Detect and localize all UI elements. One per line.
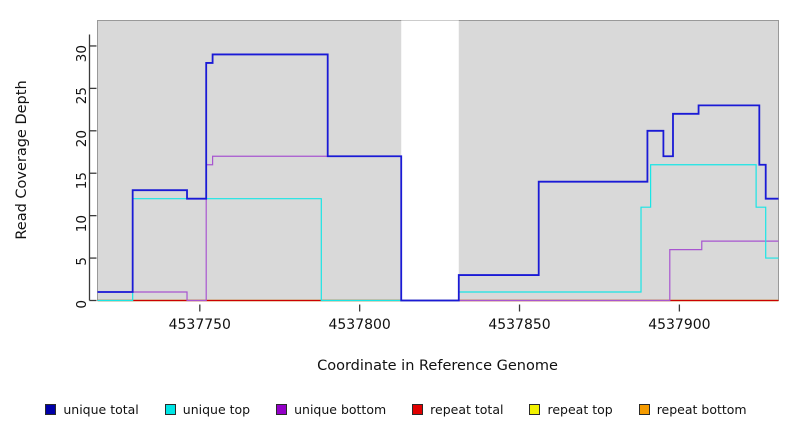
legend-swatch-icon: [638, 403, 650, 415]
legend-swatch-icon: [45, 403, 57, 415]
x-axis-title: Coordinate in Reference Genome: [317, 358, 558, 374]
legend-item: repeat bottom: [638, 401, 747, 417]
legend-swatch-icon: [276, 403, 288, 415]
x-tick-label: 4537800: [328, 316, 391, 333]
legend-item: repeat top: [529, 401, 613, 417]
y-tick-label: 5: [73, 257, 90, 266]
legend-label: repeat bottom: [656, 401, 747, 417]
y-tick-label: 25: [73, 87, 90, 105]
legend-swatch-icon: [412, 403, 424, 415]
x-tick-label: 4537850: [488, 316, 551, 333]
chart-legend: unique total unique top unique bottom repea…: [0, 398, 792, 420]
y-tick-label: 15: [73, 172, 90, 190]
legend-swatch-icon: [164, 403, 176, 415]
series-line-unique-total: [97, 53, 779, 302]
legend-label: unique bottom: [294, 401, 387, 417]
no-data-gap-band: [401, 20, 459, 302]
series-line-unique-top: [97, 164, 779, 302]
legend-label: unique total: [63, 401, 139, 417]
y-tick-label: 30: [73, 44, 90, 63]
legend-item: unique total: [45, 401, 139, 417]
x-tick-label: 4537900: [648, 316, 711, 333]
y-tick-label: 0: [73, 299, 90, 309]
y-tick-label: 20: [73, 129, 90, 147]
legend-label: repeat total: [430, 401, 504, 417]
x-tick-label: 4537750: [168, 316, 231, 333]
legend-label: repeat top: [547, 401, 613, 417]
legend-item: unique bottom: [276, 402, 386, 417]
legend-swatch-icon: [529, 403, 541, 415]
y-axis-title: Read Coverage Depth: [14, 80, 30, 240]
legend-label: unique top: [182, 401, 251, 417]
y-tick-label: 10: [73, 214, 90, 232]
series-line-unique-bottom: [97, 155, 779, 302]
legend-item: unique top: [164, 401, 251, 417]
legend-item: repeat total: [412, 402, 503, 417]
